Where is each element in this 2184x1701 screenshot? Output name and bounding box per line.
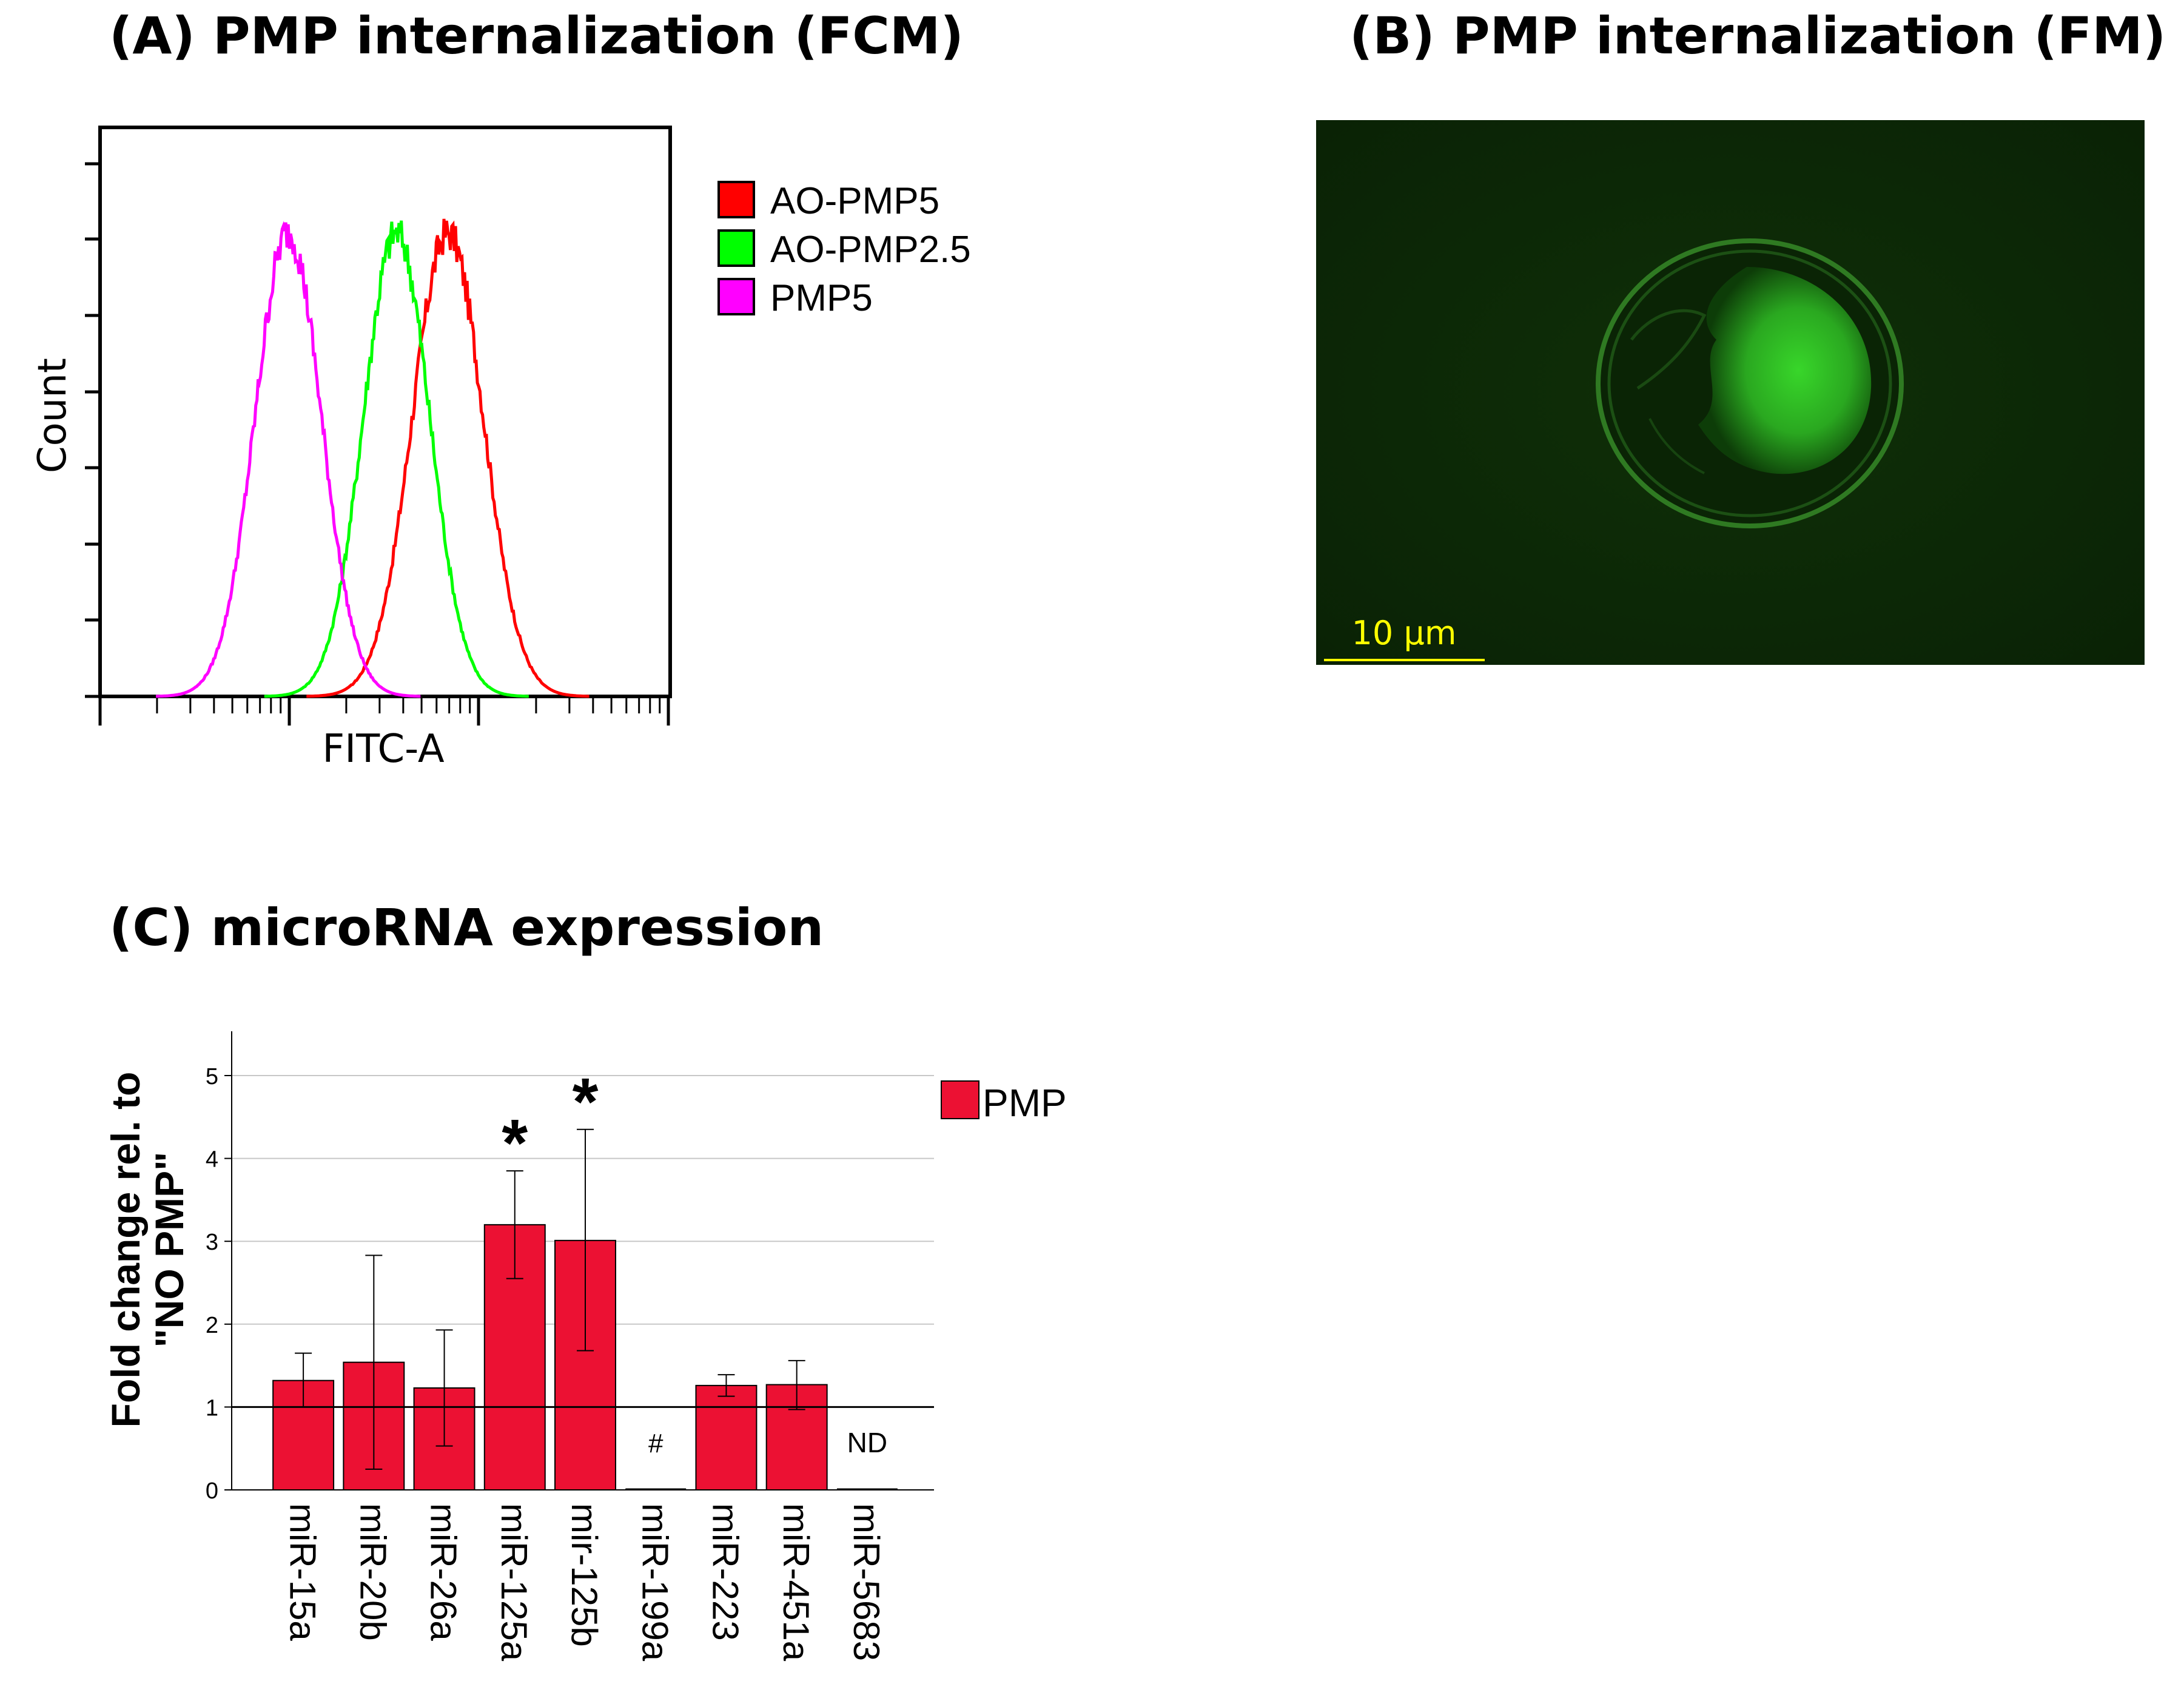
bar-chart-ylabel-line2: "NO PMP" — [147, 1152, 192, 1348]
bar-chart-annotations: * * # ND — [502, 1065, 887, 1458]
bar-chart-ylabel-line1: Fold change rel. to — [103, 1072, 148, 1428]
y-tick-label: 2 — [206, 1313, 218, 1338]
panel-c-title: (C) microRNA expression — [109, 898, 824, 957]
annotation-miR-5683: ND — [847, 1427, 887, 1458]
y-tick-label: 5 — [206, 1064, 218, 1090]
panel-a-histogram: Count FITC-A AO-PMP5 AO-PMP2.5 PMP5 — [30, 126, 971, 772]
category-label: miR-15a — [282, 1503, 323, 1641]
annotation-mir-125b: * — [573, 1065, 599, 1139]
legend-swatch — [717, 181, 755, 218]
bar-chart-category-labels: miR-15a miR-20b miR-26a miR-125a mir-125b miR… — [282, 1503, 887, 1662]
cell-image — [1596, 238, 1904, 528]
histogram-curve-ao-pmp2-5 — [264, 220, 529, 698]
scale-bar-label: 10 μm — [1352, 614, 1457, 652]
panel-c-bar-chart: 0 1 2 3 4 5 * * # ND miR-15a miR-20b miR-26a miR-12… — [103, 1031, 1067, 1662]
category-label: miR-199a — [634, 1503, 675, 1662]
category-label: mir-125b — [564, 1503, 605, 1647]
legend-label-pmp: PMP — [983, 1081, 1067, 1125]
histogram-x-ticks — [98, 696, 670, 726]
bar-chart-y-ticks: 0 1 2 3 4 5 — [206, 1064, 232, 1504]
y-tick-label: 1 — [206, 1395, 218, 1421]
histogram-ylabel: Count — [30, 358, 75, 473]
legend-swatch-pmp — [941, 1080, 979, 1119]
histogram-frame — [98, 126, 672, 698]
legend-label: AO-PMP5 — [770, 180, 939, 222]
category-label: miR-26a — [423, 1503, 464, 1641]
legend-swatch — [717, 229, 755, 267]
histogram-curve-pmp5 — [156, 221, 421, 698]
histogram-legend: AO-PMP5 AO-PMP2.5 PMP5 — [717, 180, 971, 319]
annotation-miR-199a: # — [648, 1429, 664, 1458]
histogram-y-ticks — [85, 162, 100, 698]
legend-swatch — [717, 278, 755, 315]
panel-b-micrograph: 10 μm — [1316, 120, 2145, 665]
category-label: miR-5683 — [846, 1503, 887, 1661]
legend-label: AO-PMP2.5 — [770, 229, 971, 271]
category-label: miR-20b — [352, 1503, 393, 1641]
bar-chart-legend: PMP — [941, 1080, 1067, 1125]
bar-chart-error-bars — [295, 1128, 805, 1470]
category-label: miR-223 — [705, 1503, 746, 1641]
histogram-curves — [156, 218, 590, 698]
y-tick-label: 4 — [206, 1147, 218, 1173]
panel-a-title: (A) PMP internalization (FCM) — [109, 6, 964, 66]
annotation-miR-125a: * — [502, 1106, 528, 1181]
histogram-xlabel: FITC-A — [322, 727, 444, 772]
panel-b-title: (B) PMP internalization (FM) — [1349, 6, 2166, 66]
histogram-curve-ao-pmp5 — [306, 218, 590, 698]
legend-label: PMP5 — [770, 277, 873, 319]
y-tick-label: 0 — [206, 1478, 218, 1504]
bar-miR-223 — [695, 1384, 758, 1491]
category-label: miR-451a — [776, 1503, 816, 1662]
category-label: miR-125a — [494, 1503, 534, 1662]
y-tick-label: 3 — [206, 1230, 218, 1255]
